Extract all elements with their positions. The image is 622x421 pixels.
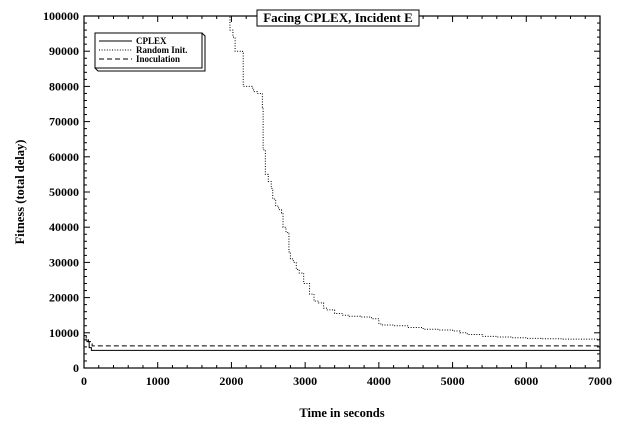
y-tick-label: 50000 <box>49 185 79 199</box>
x-tick-label: 4000 <box>367 374 391 388</box>
y-tick-label: 30000 <box>49 255 79 269</box>
series-layer <box>84 15 601 351</box>
y-tick-label: 80000 <box>49 79 79 93</box>
legend-label: CPLEX <box>136 36 167 46</box>
x-tick-label: 1000 <box>146 374 170 388</box>
y-tick-label: 40000 <box>49 220 79 234</box>
y-tick-label: 100000 <box>43 9 79 23</box>
y-tick-label: 20000 <box>49 291 79 305</box>
y-tick-label: 10000 <box>49 326 79 340</box>
x-tick-label: 5000 <box>441 374 465 388</box>
x-tick-label: 7000 <box>588 374 612 388</box>
series-line-random-init <box>225 15 601 340</box>
legend-label: Random Init. <box>136 45 188 55</box>
y-tick-label: 70000 <box>49 115 79 129</box>
y-axis-label: Fitness (total delay) <box>13 140 27 245</box>
series-line-cplex <box>84 339 600 351</box>
y-tick-label: 60000 <box>49 150 79 164</box>
axis-ticks <box>83 15 601 369</box>
x-tick-label: 0 <box>81 374 87 388</box>
x-tick-label: 6000 <box>514 374 538 388</box>
y-tick-label: 90000 <box>49 44 79 58</box>
x-tick-label: 2000 <box>219 374 243 388</box>
y-tick-label: 0 <box>73 361 79 375</box>
legend-label: Inoculation <box>136 54 180 64</box>
chart-title: Facing CPLEX, Incident E <box>256 9 420 27</box>
x-axis-label: Time in seconds <box>299 406 384 420</box>
chart-title-text: Facing CPLEX, Incident E <box>263 10 413 25</box>
axis-tick-labels: 0 1000 2000 3000 4000 5000 6000 700001000020000… <box>43 9 612 388</box>
series-line-inoculation <box>84 335 600 347</box>
x-tick-label: 3000 <box>293 374 317 388</box>
